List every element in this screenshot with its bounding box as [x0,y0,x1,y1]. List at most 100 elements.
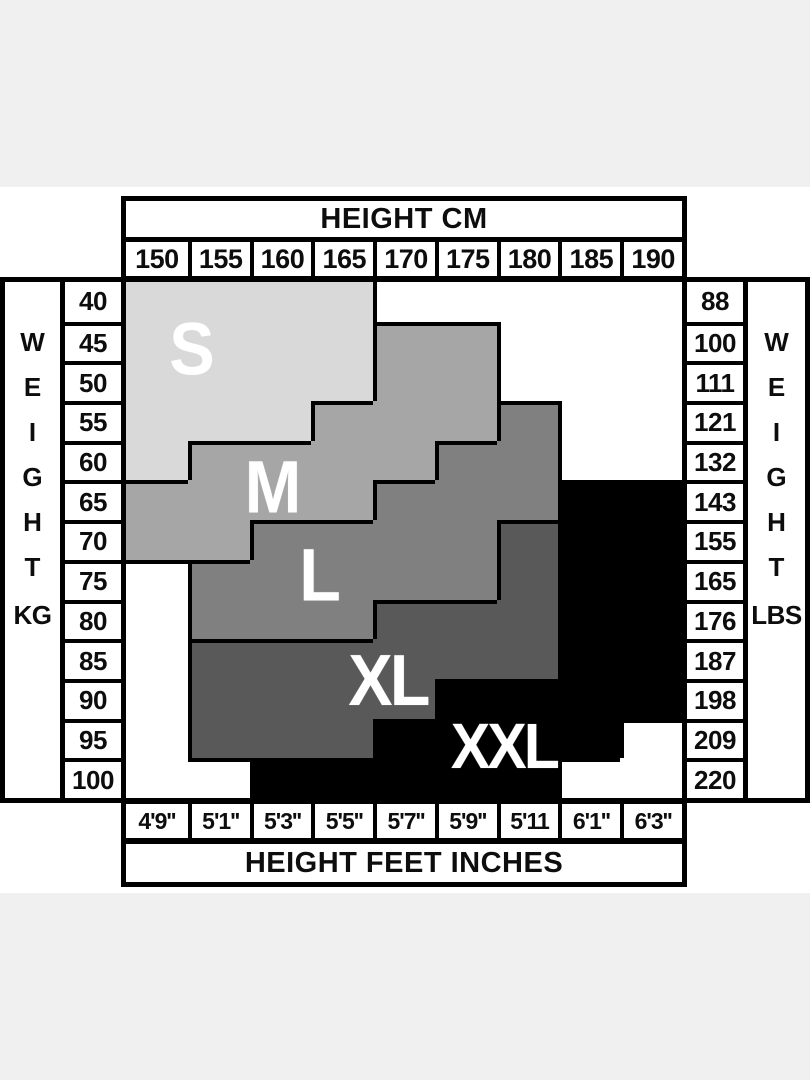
size-cell [620,361,682,402]
size-cell [249,282,312,322]
size-cell [187,639,250,679]
lbs-value-cell: 198 [687,678,743,719]
size-cell [373,520,435,560]
weight-axis-letter: H [767,507,786,537]
lbs-value-cell: 121 [687,401,743,441]
ft-value-cell: 5'7'' [373,804,435,838]
lbs-value-cell: 132 [687,440,743,481]
size-cell [187,758,250,798]
size-cell [187,678,250,719]
size-cell [249,480,312,521]
size-cell [558,361,621,402]
weight-lbs-scale: 88 100 111 121 132 143 155 165 176 187 198 209 220 [682,277,748,803]
size-cell [187,282,250,322]
weight-axis-letter: G [766,462,787,492]
lbs-value-cell: 220 [687,758,743,798]
size-cell [434,361,497,402]
kg-value-cell: 80 [65,599,121,640]
weight-axis-letter: E [23,372,42,402]
weight-kg-scale: 40 45 50 55 60 65 70 75 80 85 90 95 100 [60,277,126,803]
cm-value-cell: 150 [126,242,188,276]
size-cell [558,718,621,759]
size-cell [249,520,312,560]
lbs-value-cell: 143 [687,480,743,521]
size-cell [187,321,250,362]
kg-value-cell: 75 [65,559,121,600]
size-cell [126,678,188,719]
size-cell [620,282,682,322]
size-cell [558,282,621,322]
size-cell [373,599,435,640]
size-cell [434,520,497,560]
cm-value-cell: 185 [558,242,621,276]
size-cell [126,282,188,322]
size-cell [311,321,374,362]
size-cell [311,401,374,441]
size-cell [373,361,435,402]
size-cell [434,758,497,798]
size-cell [558,401,621,441]
size-cell [311,282,374,322]
weight-axis-letter: H [23,507,42,537]
size-cell [249,639,312,679]
size-cell [434,282,497,322]
size-cell [558,440,621,481]
lbs-value-cell: 187 [687,639,743,679]
size-cell [373,718,435,759]
size-cell [187,520,250,560]
size-cell [187,480,250,521]
kg-value-cell: 55 [65,401,121,441]
size-cell [434,599,497,640]
size-cell [620,718,682,759]
size-cell [496,639,559,679]
size-cell [126,599,188,640]
size-cell [558,639,621,679]
size-cell [373,321,435,362]
size-cell [620,321,682,362]
ft-value-cell: 4'9'' [126,804,188,838]
lbs-value-cell: 165 [687,559,743,600]
weight-axis-letter: T [768,552,785,582]
size-cell [620,480,682,521]
size-cell [434,559,497,600]
weight-axis-letter: T [24,552,41,582]
size-cell [373,639,435,679]
cm-value-cell: 180 [496,242,559,276]
size-cell [496,559,559,600]
size-cell [249,401,312,441]
size-cell [126,401,188,441]
ft-value-cell: 5'5'' [311,804,374,838]
lbs-value-cell: 88 [687,282,743,322]
size-cell [496,440,559,481]
size-cell [249,559,312,600]
size-cell [434,321,497,362]
size-cell [373,678,435,719]
size-cell [187,599,250,640]
size-cell [249,361,312,402]
size-cell [311,361,374,402]
height-cm-header: HEIGHT CM [121,196,687,242]
cm-value-cell: 165 [311,242,374,276]
size-cell [558,520,621,560]
kg-value-cell: 100 [65,758,121,798]
ft-value-cell: 6'3'' [620,804,682,838]
height-cm-scale: 150 155 160 165 170 175 180 185 190 [121,237,687,281]
weight-axis-letter: E [767,372,786,402]
kg-value-cell: 95 [65,718,121,759]
size-cell [249,599,312,640]
kg-value-cell: 60 [65,440,121,481]
size-cell [311,718,374,759]
size-cell [496,321,559,362]
lbs-value-cell: 176 [687,599,743,640]
size-cell [373,758,435,798]
size-cell [311,480,374,521]
ft-value-cell: 6'1'' [558,804,621,838]
kg-value-cell: 65 [65,480,121,521]
size-cell [249,718,312,759]
kg-value-cell: 45 [65,321,121,362]
lbs-value-cell: 155 [687,520,743,560]
size-cell [126,480,188,521]
size-cell [620,758,682,798]
size-cell [249,321,312,362]
size-cell [311,559,374,600]
